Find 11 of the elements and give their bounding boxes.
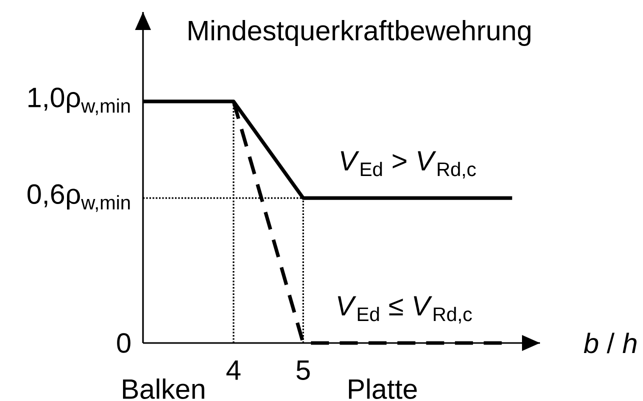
x-tick-label: 4 [226,360,240,380]
y-axis-title: Mindestquerkraftbewehrung [188,20,530,46]
series-label: V$_{Ed}$ ≤ V$_{Rd,c}$ [338,296,472,324]
series-label: V$_{Ed}$ > V$_{Rd,c}$ [340,151,476,179]
y-tick-label: 0,6ρ$_{w,min}$ [28,184,130,212]
text: Balken [123,378,204,399]
x-axis-title: b / h [584,332,636,354]
text: Platte [348,378,417,399]
x-tick-label: 5 [296,360,310,380]
y-tick-label: 0 [117,333,130,353]
y-tick-label: 1,0ρ$_{w,min}$ [28,88,130,116]
